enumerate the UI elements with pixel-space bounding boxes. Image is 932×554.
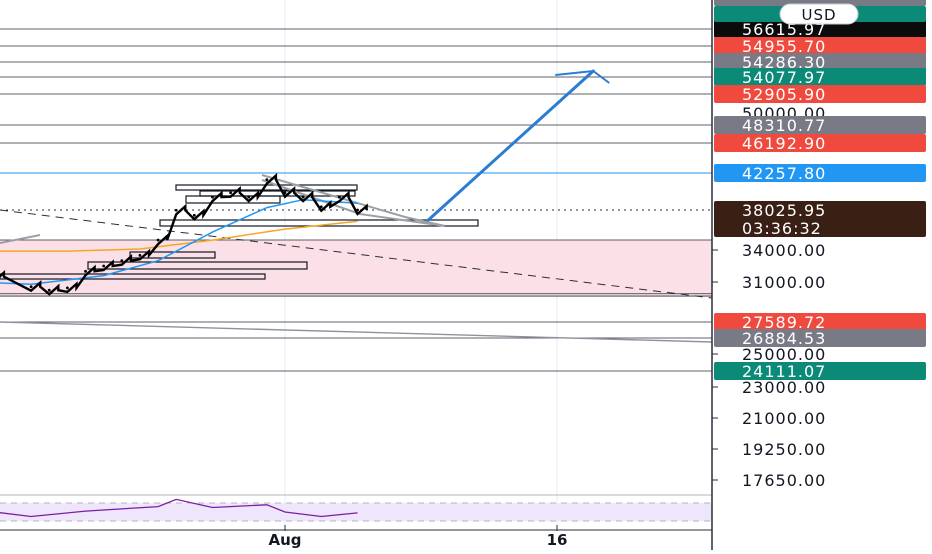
price-level-tag[interactable] [714,362,926,380]
price-level-tag[interactable] [714,313,926,331]
price-level-label: 48310.77 [742,116,826,135]
price-level-label: 26884.53 [742,329,826,348]
currency-label: USD [801,6,836,24]
price-level-tag[interactable] [714,134,926,152]
price-point [47,288,51,292]
price-tick-label: 34000.00 [742,241,826,260]
price-point [338,195,341,199]
price-point [102,264,106,268]
time-tick-label: Aug [268,531,301,549]
price-point [84,269,87,273]
price-point [138,253,142,257]
price-level-label: 24111.07 [742,362,826,381]
price-level-tag[interactable] [714,20,926,38]
price-point [66,286,69,290]
price-level-tag-partial [714,0,926,6]
price-level-tag[interactable] [714,329,926,347]
price-level-tag[interactable] [714,85,926,103]
price-point [120,259,124,263]
price-level-label: 52905.90 [742,85,826,104]
countdown-label: 03:36:32 [742,219,822,238]
currency-button[interactable] [779,3,859,25]
price-point [356,208,359,212]
price-level-label: 27589.72 [742,313,826,332]
price-tick-label: 23000.00 [742,378,826,397]
grey-trendline[interactable] [0,321,713,343]
price-tick-label: 21000.00 [742,409,826,428]
price-point [211,195,214,199]
price-point [174,208,178,212]
time-tick-label: 16 [547,531,568,549]
price-level-tag[interactable] [714,68,926,86]
price-tick-label: 25000.00 [742,345,826,364]
price-level-label: 54955.70 [742,37,826,56]
price-point [319,205,323,209]
ma-blue-line [0,198,358,286]
price-point [283,191,287,195]
rsi-line [0,498,358,518]
price-point [192,213,196,217]
dashed-trendline[interactable] [0,209,713,299]
price-level-label: 54286.30 [742,53,826,72]
price-level-tag[interactable] [714,164,926,182]
price-point [247,195,251,199]
price-tick-label: 19250.00 [742,440,826,459]
current-price-label: 38025.95 [742,201,826,220]
price-level-label: 54077.97 [742,68,826,87]
zone-box[interactable] [129,251,216,259]
price-point [29,285,33,289]
price-point [265,178,269,182]
wedge-upper[interactable] [261,174,446,227]
wedge-left[interactable] [0,234,41,244]
price-line [0,172,368,296]
price-level-label: 42257.80 [742,164,826,183]
ma-orange-line [0,220,358,252]
price-level-label: 46192.90 [742,134,826,153]
zone-box[interactable] [0,273,266,280]
price-tick-label: 17650.00 [742,471,826,490]
price-point [229,191,233,195]
current-price-tag[interactable] [714,201,926,237]
price-level-label: 56615.97 [742,20,826,39]
rsi-band [0,503,712,521]
price-level-tag[interactable] [714,116,926,134]
price-point [156,238,160,242]
zone-box[interactable] [87,261,308,270]
price-point [301,195,305,199]
price-level-tag[interactable] [714,37,926,55]
price-level-tag[interactable] [714,53,926,71]
projection-arrowhead [555,69,610,84]
price-tick-label: 31000.00 [742,273,826,292]
projection-arrow[interactable] [426,69,595,222]
